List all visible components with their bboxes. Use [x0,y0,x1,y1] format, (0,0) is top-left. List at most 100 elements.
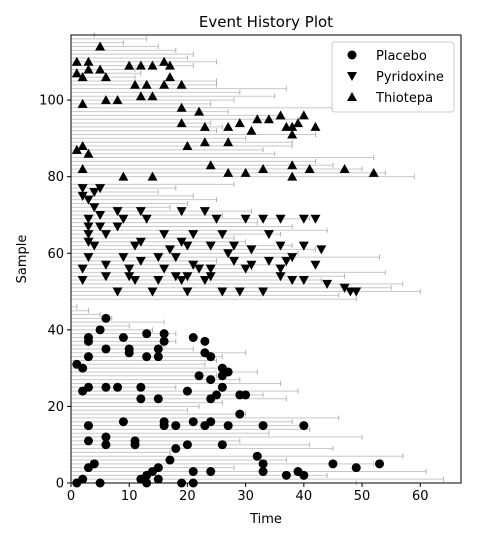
event-point-pyridoxine [159,230,170,240]
event-point-pyridoxine [182,287,193,297]
event-point-placebo [351,463,361,473]
event-point-placebo [95,325,105,335]
event-point-placebo [235,409,245,419]
event-point-pyridoxine [275,264,286,274]
event-point-pyridoxine [170,253,181,263]
event-point-thiotepa [258,164,269,174]
event-point-thiotepa [252,114,263,124]
event-point-pyridoxine [100,260,111,270]
x-tick-label: 10 [121,489,138,504]
event-point-pyridoxine [100,272,111,282]
event-point-pyridoxine [275,214,286,224]
event-point-pyridoxine [112,287,123,297]
event-point-pyridoxine [95,222,106,232]
event-point-thiotepa [100,95,111,105]
event-point-pyridoxine [205,241,216,251]
event-point-thiotepa [287,160,298,170]
event-point-placebo [101,344,111,354]
event-point-pyridoxine [310,214,321,224]
event-point-placebo [258,467,268,477]
legend: Placebo Pyridoxine Thiotepa [331,41,455,113]
event-point-placebo [241,390,251,400]
event-point-pyridoxine [112,222,123,232]
event-point-thiotepa [223,121,234,131]
event-point-pyridoxine [217,230,228,240]
event-point-placebo [83,421,93,431]
event-point-thiotepa [77,141,88,151]
event-point-placebo [101,432,111,442]
event-point-thiotepa [275,110,286,120]
event-point-placebo [142,329,152,339]
event-point-pyridoxine [176,237,187,247]
event-point-placebo [83,382,93,392]
event-point-pyridoxine [89,203,100,213]
event-point-pyridoxine [83,237,94,247]
event-point-thiotepa [130,79,141,89]
event-point-pyridoxine [118,253,129,263]
event-point-placebo [78,474,88,484]
legend-marker-placebo [347,50,357,60]
event-point-thiotepa [147,91,158,101]
event-point-pyridoxine [176,276,187,286]
event-point-thiotepa [95,64,106,74]
event-point-placebo [206,417,216,427]
event-point-thiotepa [77,72,88,82]
event-point-pyridoxine [147,287,158,297]
event-point-thiotepa [293,118,304,128]
event-point-thiotepa [205,160,216,170]
event-point-thiotepa [83,148,94,158]
event-point-placebo [293,467,303,477]
event-point-thiotepa [77,98,88,108]
x-axis-ticks: 0 10 20 30 40 50 60 [67,483,429,504]
y-tick-label: 60 [47,247,64,262]
event-point-pyridoxine [322,279,333,289]
event-point-thiotepa [368,167,379,177]
event-point-pyridoxine [194,264,205,274]
legend-marker-thiotepa [347,92,357,101]
event-point-thiotepa [71,56,82,66]
event-point-pyridoxine [199,207,210,217]
event-point-thiotepa [100,72,111,82]
event-point-placebo [83,332,93,342]
event-point-thiotepa [310,121,321,131]
event-point-placebo [258,459,268,469]
event-point-pyridoxine [240,264,251,274]
event-point-placebo [153,344,163,354]
event-point-thiotepa [176,118,187,128]
event-point-pyridoxine [258,287,269,297]
event-point-placebo [101,440,111,450]
legend-label-thiotepa: Thiotepa [375,91,433,106]
event-point-thiotepa [176,102,187,112]
event-point-thiotepa [95,41,106,51]
event-point-placebo [223,421,233,431]
event-point-pyridoxine [263,256,274,266]
event-point-pyridoxine [223,249,234,259]
event-point-pyridoxine [95,184,106,194]
event-point-placebo [281,470,291,480]
event-point-pyridoxine [83,214,94,224]
event-point-pyridoxine [188,230,199,240]
event-point-pyridoxine [182,272,193,282]
event-point-pyridoxine [95,210,106,220]
event-point-thiotepa [199,137,210,147]
event-point-pyridoxine [77,191,88,201]
event-point-pyridoxine [89,241,100,251]
event-point-thiotepa [246,125,257,135]
event-point-pyridoxine [228,241,239,251]
event-point-pyridoxine [182,241,193,251]
event-point-pyridoxine [339,283,350,293]
event-point-thiotepa [164,60,175,70]
event-point-placebo [101,313,111,323]
event-point-thiotepa [240,167,251,177]
event-point-thiotepa [71,144,82,154]
event-point-pyridoxine [246,245,257,255]
event-point-thiotepa [281,121,292,131]
event-point-placebo [159,417,169,427]
event-point-placebo [153,474,163,484]
x-tick-label: 60 [412,489,429,504]
event-point-pyridoxine [287,276,298,286]
event-point-thiotepa [194,106,205,116]
event-point-pyridoxine [135,207,146,217]
x-axis-label: Time [249,512,282,527]
event-point-thiotepa [199,121,210,131]
